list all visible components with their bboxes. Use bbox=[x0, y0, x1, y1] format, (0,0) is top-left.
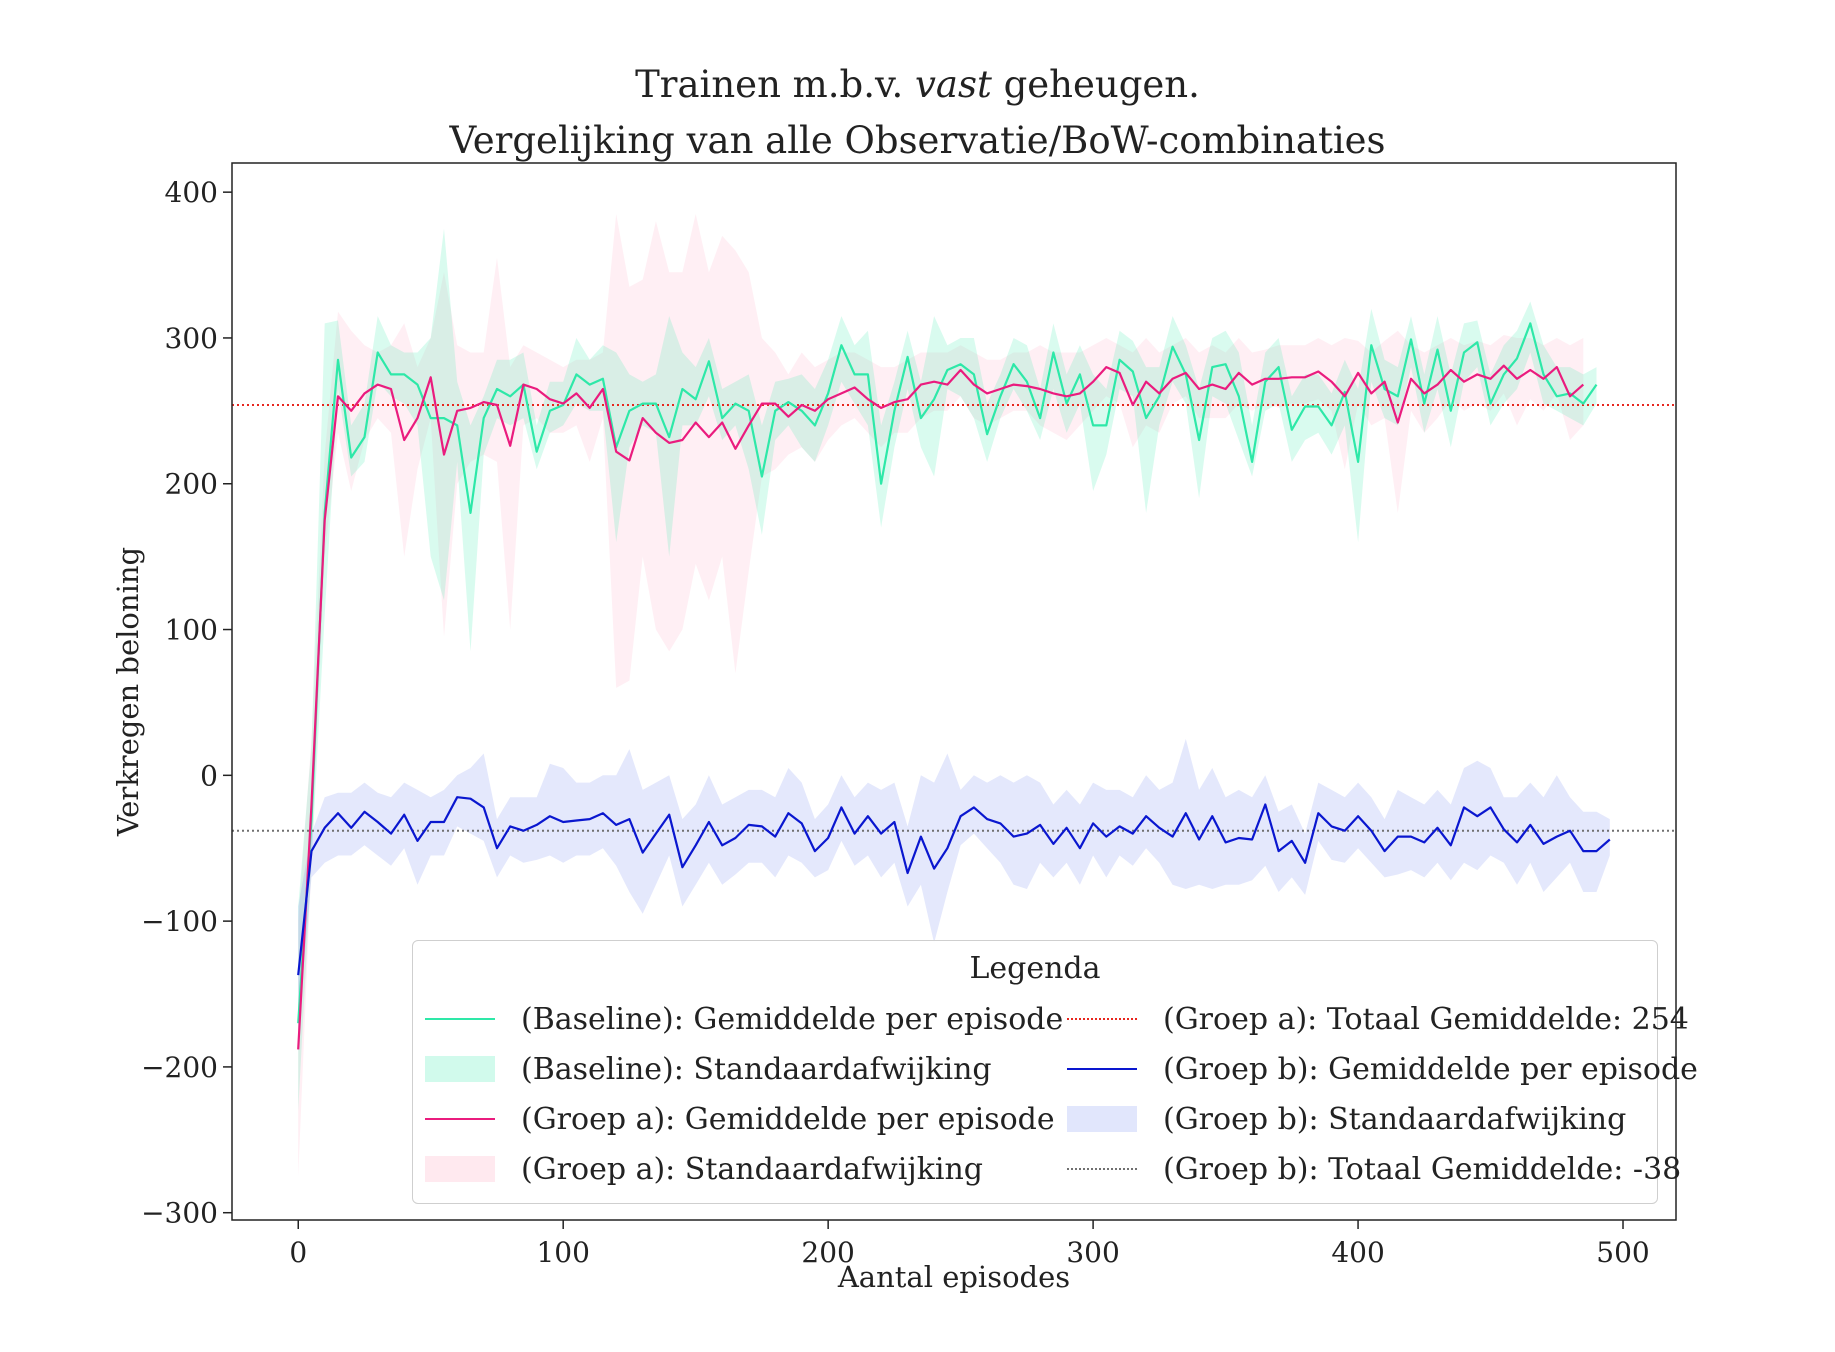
legend-swatch-baseline-mean bbox=[425, 1004, 495, 1034]
legend-label: (Groep b): Totaal Gemiddelde: -38 bbox=[1163, 1151, 1682, 1187]
y-axis-label: Verkregen beloning bbox=[111, 547, 145, 837]
legend-item-groep-b-std: (Groep b): Standaardafwijking bbox=[1067, 1099, 1626, 1139]
legend-item-groep-b-mean: (Groep b): Gemiddelde per episode bbox=[1067, 1049, 1698, 1089]
chart-title-line2: Vergelijking van alle Observatie/BoW-com… bbox=[449, 119, 1386, 162]
baseline-mean-line bbox=[297, 322, 1598, 1024]
legend-swatch-baseline-std bbox=[425, 1056, 495, 1082]
legend-item-groep-b-total: (Groep b): Totaal Gemiddelde: -38 bbox=[1067, 1149, 1681, 1189]
legend-item-groep-a-total: (Groep a): Totaal Gemiddelde: 254 bbox=[1067, 999, 1689, 1039]
y-tick-label: 300 bbox=[165, 322, 218, 355]
legend-swatch-groep-a-total bbox=[1067, 1004, 1137, 1034]
legend-swatch-groep-b-mean bbox=[1067, 1054, 1137, 1084]
legend-swatch-groep-a-mean bbox=[425, 1104, 495, 1134]
legend-item-baseline-mean: (Baseline): Gemiddelde per episode bbox=[425, 999, 1063, 1039]
legend-label: (Baseline): Gemiddelde per episode bbox=[521, 1001, 1064, 1037]
x-tick-label: 0 bbox=[289, 1236, 307, 1269]
legend-swatch-groep-b-std bbox=[1067, 1106, 1137, 1132]
legend-label: (Groep a): Gemiddelde per episode bbox=[521, 1101, 1055, 1137]
y-tick-label: 0 bbox=[200, 759, 218, 792]
title-part-1: Trainen m.b.v. bbox=[635, 63, 915, 106]
groep-b-std-band bbox=[298, 738, 1610, 1031]
legend: Legenda (Baseline): Gemiddelde per episo… bbox=[412, 940, 1698, 1204]
x-tick-label: 200 bbox=[801, 1236, 854, 1269]
y-tick-label: −100 bbox=[141, 905, 218, 938]
x-tick-label: 500 bbox=[1596, 1236, 1649, 1269]
legend-item-baseline-std: (Baseline): Standaardafwijking bbox=[425, 1049, 992, 1089]
legend-label: (Groep a): Totaal Gemiddelde: 254 bbox=[1163, 1001, 1689, 1037]
y-tick-label: −200 bbox=[141, 1051, 218, 1084]
legend-label: (Groep a): Standaardafwijking bbox=[521, 1151, 983, 1187]
x-tick-label: 100 bbox=[536, 1236, 589, 1269]
plot-frame bbox=[231, 162, 1677, 1221]
y-tick-label: 100 bbox=[165, 614, 218, 647]
title-part-2: geheugen. bbox=[991, 63, 1200, 106]
x-tick-label: 400 bbox=[1331, 1236, 1384, 1269]
groep-a-mean-line bbox=[297, 364, 1585, 1050]
chart-title-line1: Trainen m.b.v. vast geheugen. bbox=[0, 62, 1835, 108]
title-italic-word: vast bbox=[915, 63, 992, 106]
legend-swatch-groep-b-total bbox=[1067, 1154, 1137, 1184]
legend-label: (Groep b): Gemiddelde per episode bbox=[1163, 1051, 1698, 1087]
legend-label: (Baseline): Standaardafwijking bbox=[521, 1051, 992, 1087]
y-tick-label: 200 bbox=[165, 468, 218, 501]
x-axis-label: Aantal episodes bbox=[837, 1260, 1070, 1294]
y-tick-label: 400 bbox=[165, 176, 218, 209]
y-tick-label: −300 bbox=[141, 1197, 218, 1230]
baseline-std-band bbox=[298, 228, 1597, 1111]
legend-item-groep-a-mean: (Groep a): Gemiddelde per episode bbox=[425, 1099, 1055, 1139]
x-tick-label: 300 bbox=[1066, 1236, 1119, 1269]
legend-label: (Groep b): Standaardafwijking bbox=[1163, 1101, 1627, 1137]
legend-item-groep-a-std: (Groep a): Standaardafwijking bbox=[425, 1149, 983, 1189]
legend-swatch-groep-a-std bbox=[425, 1156, 495, 1182]
groep-b-mean-line bbox=[297, 796, 1611, 976]
legend-title: Legenda bbox=[969, 951, 1101, 986]
